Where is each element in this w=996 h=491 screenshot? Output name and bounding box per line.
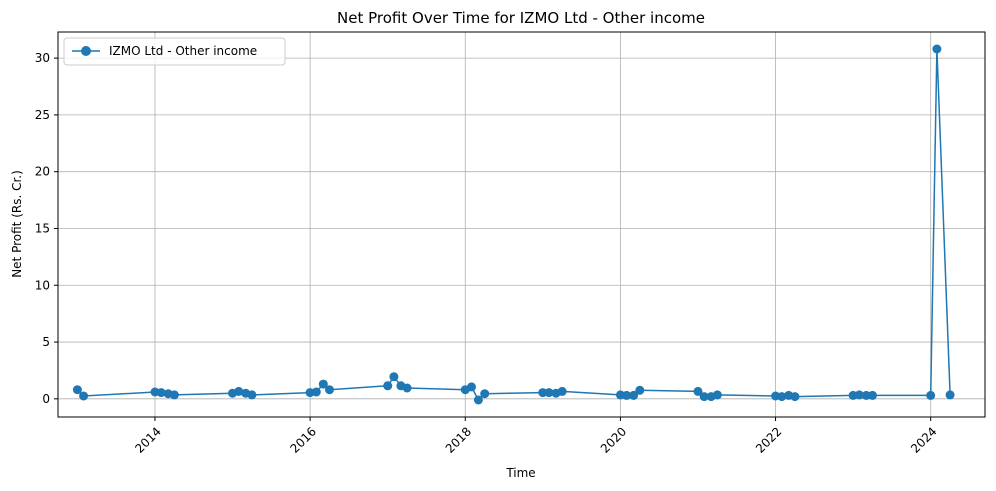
data-point <box>945 390 955 400</box>
y-axis-label: Net Profit (Rs. Cr.) <box>10 170 24 278</box>
data-point <box>693 386 703 396</box>
data-point <box>712 390 722 400</box>
data-point <box>480 389 490 399</box>
data-point <box>169 390 179 400</box>
data-point <box>247 390 257 400</box>
data-point <box>861 390 871 400</box>
legend-marker <box>81 46 91 56</box>
data-point <box>234 386 244 396</box>
legend-box <box>63 37 286 66</box>
data-point <box>777 392 787 402</box>
y-tick-label: 0 <box>42 392 50 406</box>
y-tick-label: 30 <box>35 51 50 65</box>
series-layer <box>72 44 955 405</box>
data-point <box>383 381 393 391</box>
x-axis-label: Time <box>505 466 535 480</box>
data-point <box>926 390 936 400</box>
data-point <box>325 385 334 395</box>
data-point <box>544 388 554 398</box>
data-point <box>868 390 877 400</box>
data-point <box>622 390 632 400</box>
legend: IZMO Ltd - Other income <box>63 37 286 66</box>
data-point <box>467 382 476 392</box>
legend-label: IZMO Ltd - Other income <box>109 44 257 58</box>
y-tick-label: 25 <box>35 108 50 122</box>
y-tick-label: 10 <box>35 278 50 292</box>
data-point <box>790 392 800 402</box>
y-tick-label: 20 <box>35 165 50 179</box>
data-point <box>473 395 483 405</box>
data-point <box>629 390 639 400</box>
data-point <box>79 391 89 401</box>
y-tick-label: 5 <box>42 335 50 349</box>
y-tick-label: 15 <box>35 221 50 235</box>
data-point <box>311 387 321 397</box>
data-point <box>156 388 166 398</box>
chart-title: Net Profit Over Time for IZMO Ltd - Othe… <box>337 9 705 27</box>
data-point <box>318 379 328 389</box>
data-point <box>402 383 412 393</box>
grid-lines <box>58 32 985 417</box>
data-point <box>699 392 709 402</box>
data-point <box>72 385 82 395</box>
data-point <box>389 372 399 382</box>
data-point <box>557 386 567 396</box>
data-point <box>635 385 645 395</box>
data-point <box>854 390 864 400</box>
data-point <box>932 44 942 54</box>
plot-area-frame <box>57 31 986 418</box>
data-point <box>538 388 548 398</box>
